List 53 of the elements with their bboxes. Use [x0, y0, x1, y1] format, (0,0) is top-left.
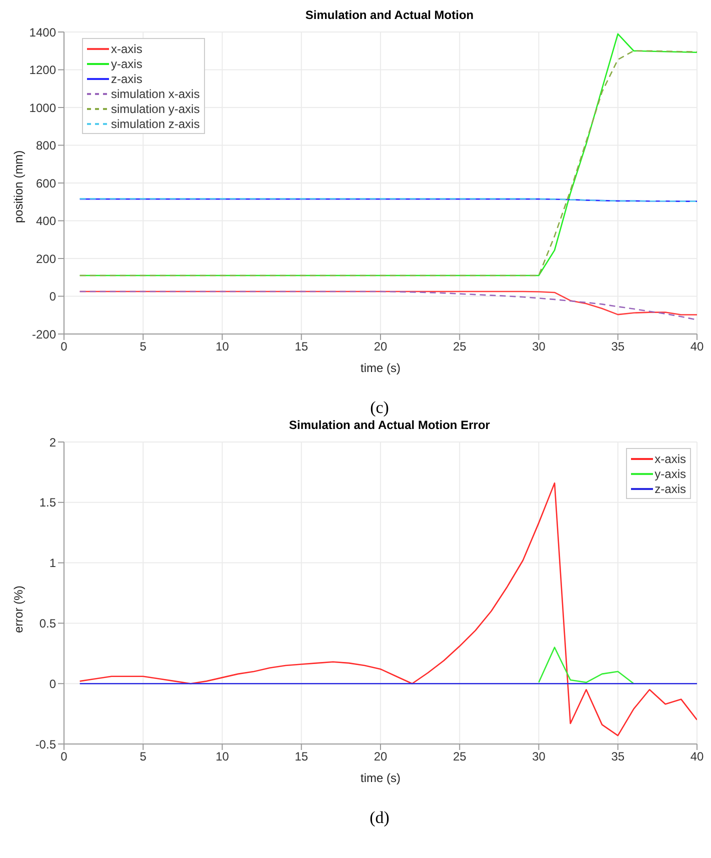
line-series	[538, 646, 634, 684]
y-tick-label: -200	[32, 327, 56, 342]
x-tick-label: 40	[690, 750, 704, 764]
x-tick-label: 35	[611, 340, 625, 354]
x-axis-title: time (s)	[360, 771, 400, 785]
y-tick-label: 1000	[29, 100, 56, 115]
text: (c)	[369, 398, 390, 418]
y-tick-label: -0.5	[35, 737, 56, 752]
y-axis-title: position (mm)	[11, 150, 26, 223]
y-tick-label: 0.5	[39, 616, 56, 630]
legend-label: y-axis	[654, 466, 686, 480]
x-tick-label: 15	[294, 340, 308, 354]
x-axis-title: time (s)	[360, 361, 400, 375]
y-tick-label: 200	[36, 252, 56, 266]
x-tick-label: 25	[452, 340, 467, 354]
legend-label: simulation x-axis	[111, 86, 200, 100]
x-tick-label: 0	[60, 750, 68, 764]
x-tick-label: 10	[216, 750, 230, 764]
x-tick-label: 30	[532, 340, 546, 354]
y-tick-label: 0	[49, 676, 56, 691]
text: (d)	[368, 808, 390, 828]
y-tick-label: 600	[36, 176, 56, 190]
x-tick-label: 20	[374, 340, 388, 354]
legend-label: x-axis	[111, 42, 142, 56]
line-series	[79, 482, 697, 736]
y-tick-label: 2	[49, 435, 56, 450]
y-tick-label: 1	[49, 556, 56, 570]
y-tick-label: 1.5	[39, 496, 56, 510]
x-tick-label: 20	[374, 750, 388, 764]
legend-label: simulation y-axis	[111, 102, 200, 116]
x-tick-label: 25	[452, 750, 467, 764]
legend-label: y-axis	[111, 56, 142, 70]
legend-label: z-axis	[654, 482, 686, 496]
chart-title: Simulation and Actual Motion Error	[288, 418, 491, 434]
x-tick-label: 0	[60, 340, 68, 354]
y-tick-label: 400	[36, 214, 56, 228]
x-tick-label: 10	[216, 340, 230, 354]
x-tick-label: 30	[532, 750, 546, 764]
x-tick-label: 40	[690, 340, 704, 354]
y-tick-label: 800	[36, 138, 56, 153]
x-tick-label: 5	[140, 750, 147, 764]
x-tick-label: 35	[611, 750, 625, 764]
chart-title: Simulation and Actual Motion	[304, 8, 475, 24]
legend-label: z-axis	[111, 72, 142, 86]
x-tick-label: 5	[140, 340, 147, 354]
y-tick-label: 1200	[29, 63, 56, 78]
legend-label: simulation z-axis	[111, 116, 200, 130]
line-series	[79, 290, 697, 320]
y-axis-title: error (%)	[11, 586, 26, 633]
x-tick-label: 15	[294, 750, 308, 764]
y-tick-label: 0	[49, 290, 56, 304]
legend-label: x-axis	[654, 452, 686, 466]
y-tick-label: 1400	[29, 25, 56, 40]
